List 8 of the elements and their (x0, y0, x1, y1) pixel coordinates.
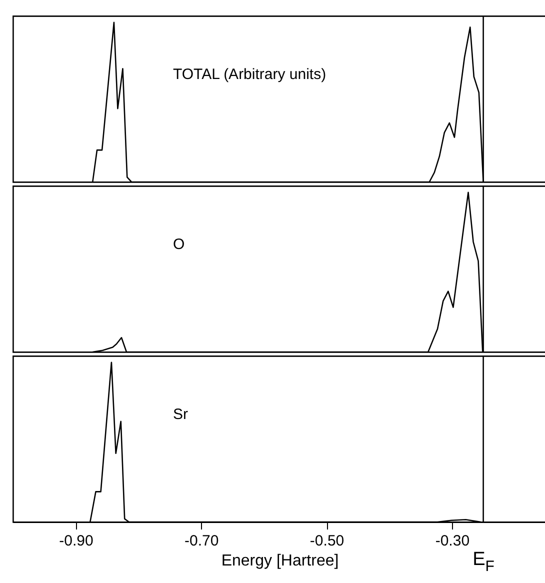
x-tick-label: -0.90 (59, 532, 94, 550)
annotation: Sr (173, 406, 188, 424)
annotation: TOTAL (Arbitrary units) (173, 66, 326, 84)
x-tick-label: -0.70 (184, 532, 219, 550)
x-axis-title: Energy [Hartree] (221, 552, 339, 570)
annotation: O (173, 236, 185, 254)
x-tick-label: -0.50 (310, 532, 344, 550)
x-tick-label: -0.30 (435, 532, 470, 550)
